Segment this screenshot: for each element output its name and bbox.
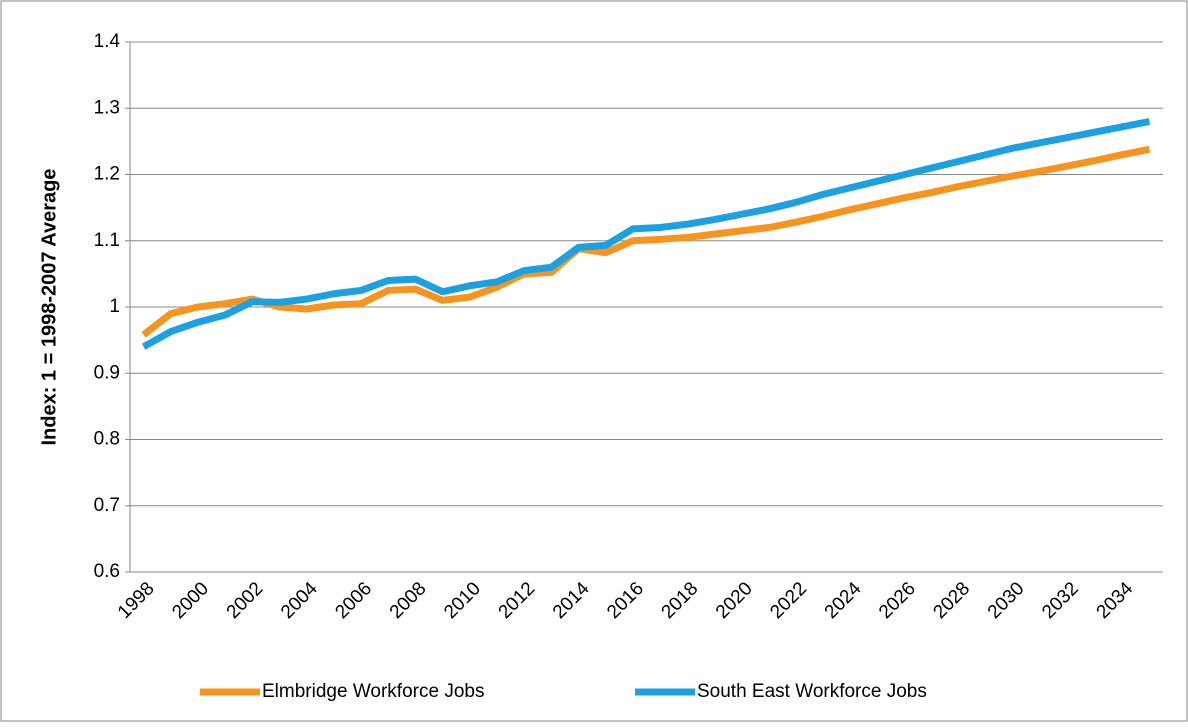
y-tick-label: 0.7 <box>94 495 120 516</box>
legend-label: South East Workforce Jobs <box>697 681 927 702</box>
y-axis-title: Index: 1 = 1998-2007 Average <box>38 168 60 445</box>
y-tick-label: 0.9 <box>94 362 120 383</box>
y-tick-label: 1.3 <box>94 97 120 118</box>
y-tick-label: 1.2 <box>94 164 120 185</box>
y-tick-label: 1.4 <box>94 31 121 52</box>
legend-label: Elmbridge Workforce Jobs <box>262 681 484 702</box>
y-tick-label: 0.6 <box>94 561 120 582</box>
y-tick-label: 1.1 <box>94 230 120 251</box>
line-series <box>141 118 1151 350</box>
y-tick-label: 1 <box>109 296 120 317</box>
line-series <box>141 145 1151 338</box>
y-tick-label: 0.8 <box>94 429 120 450</box>
